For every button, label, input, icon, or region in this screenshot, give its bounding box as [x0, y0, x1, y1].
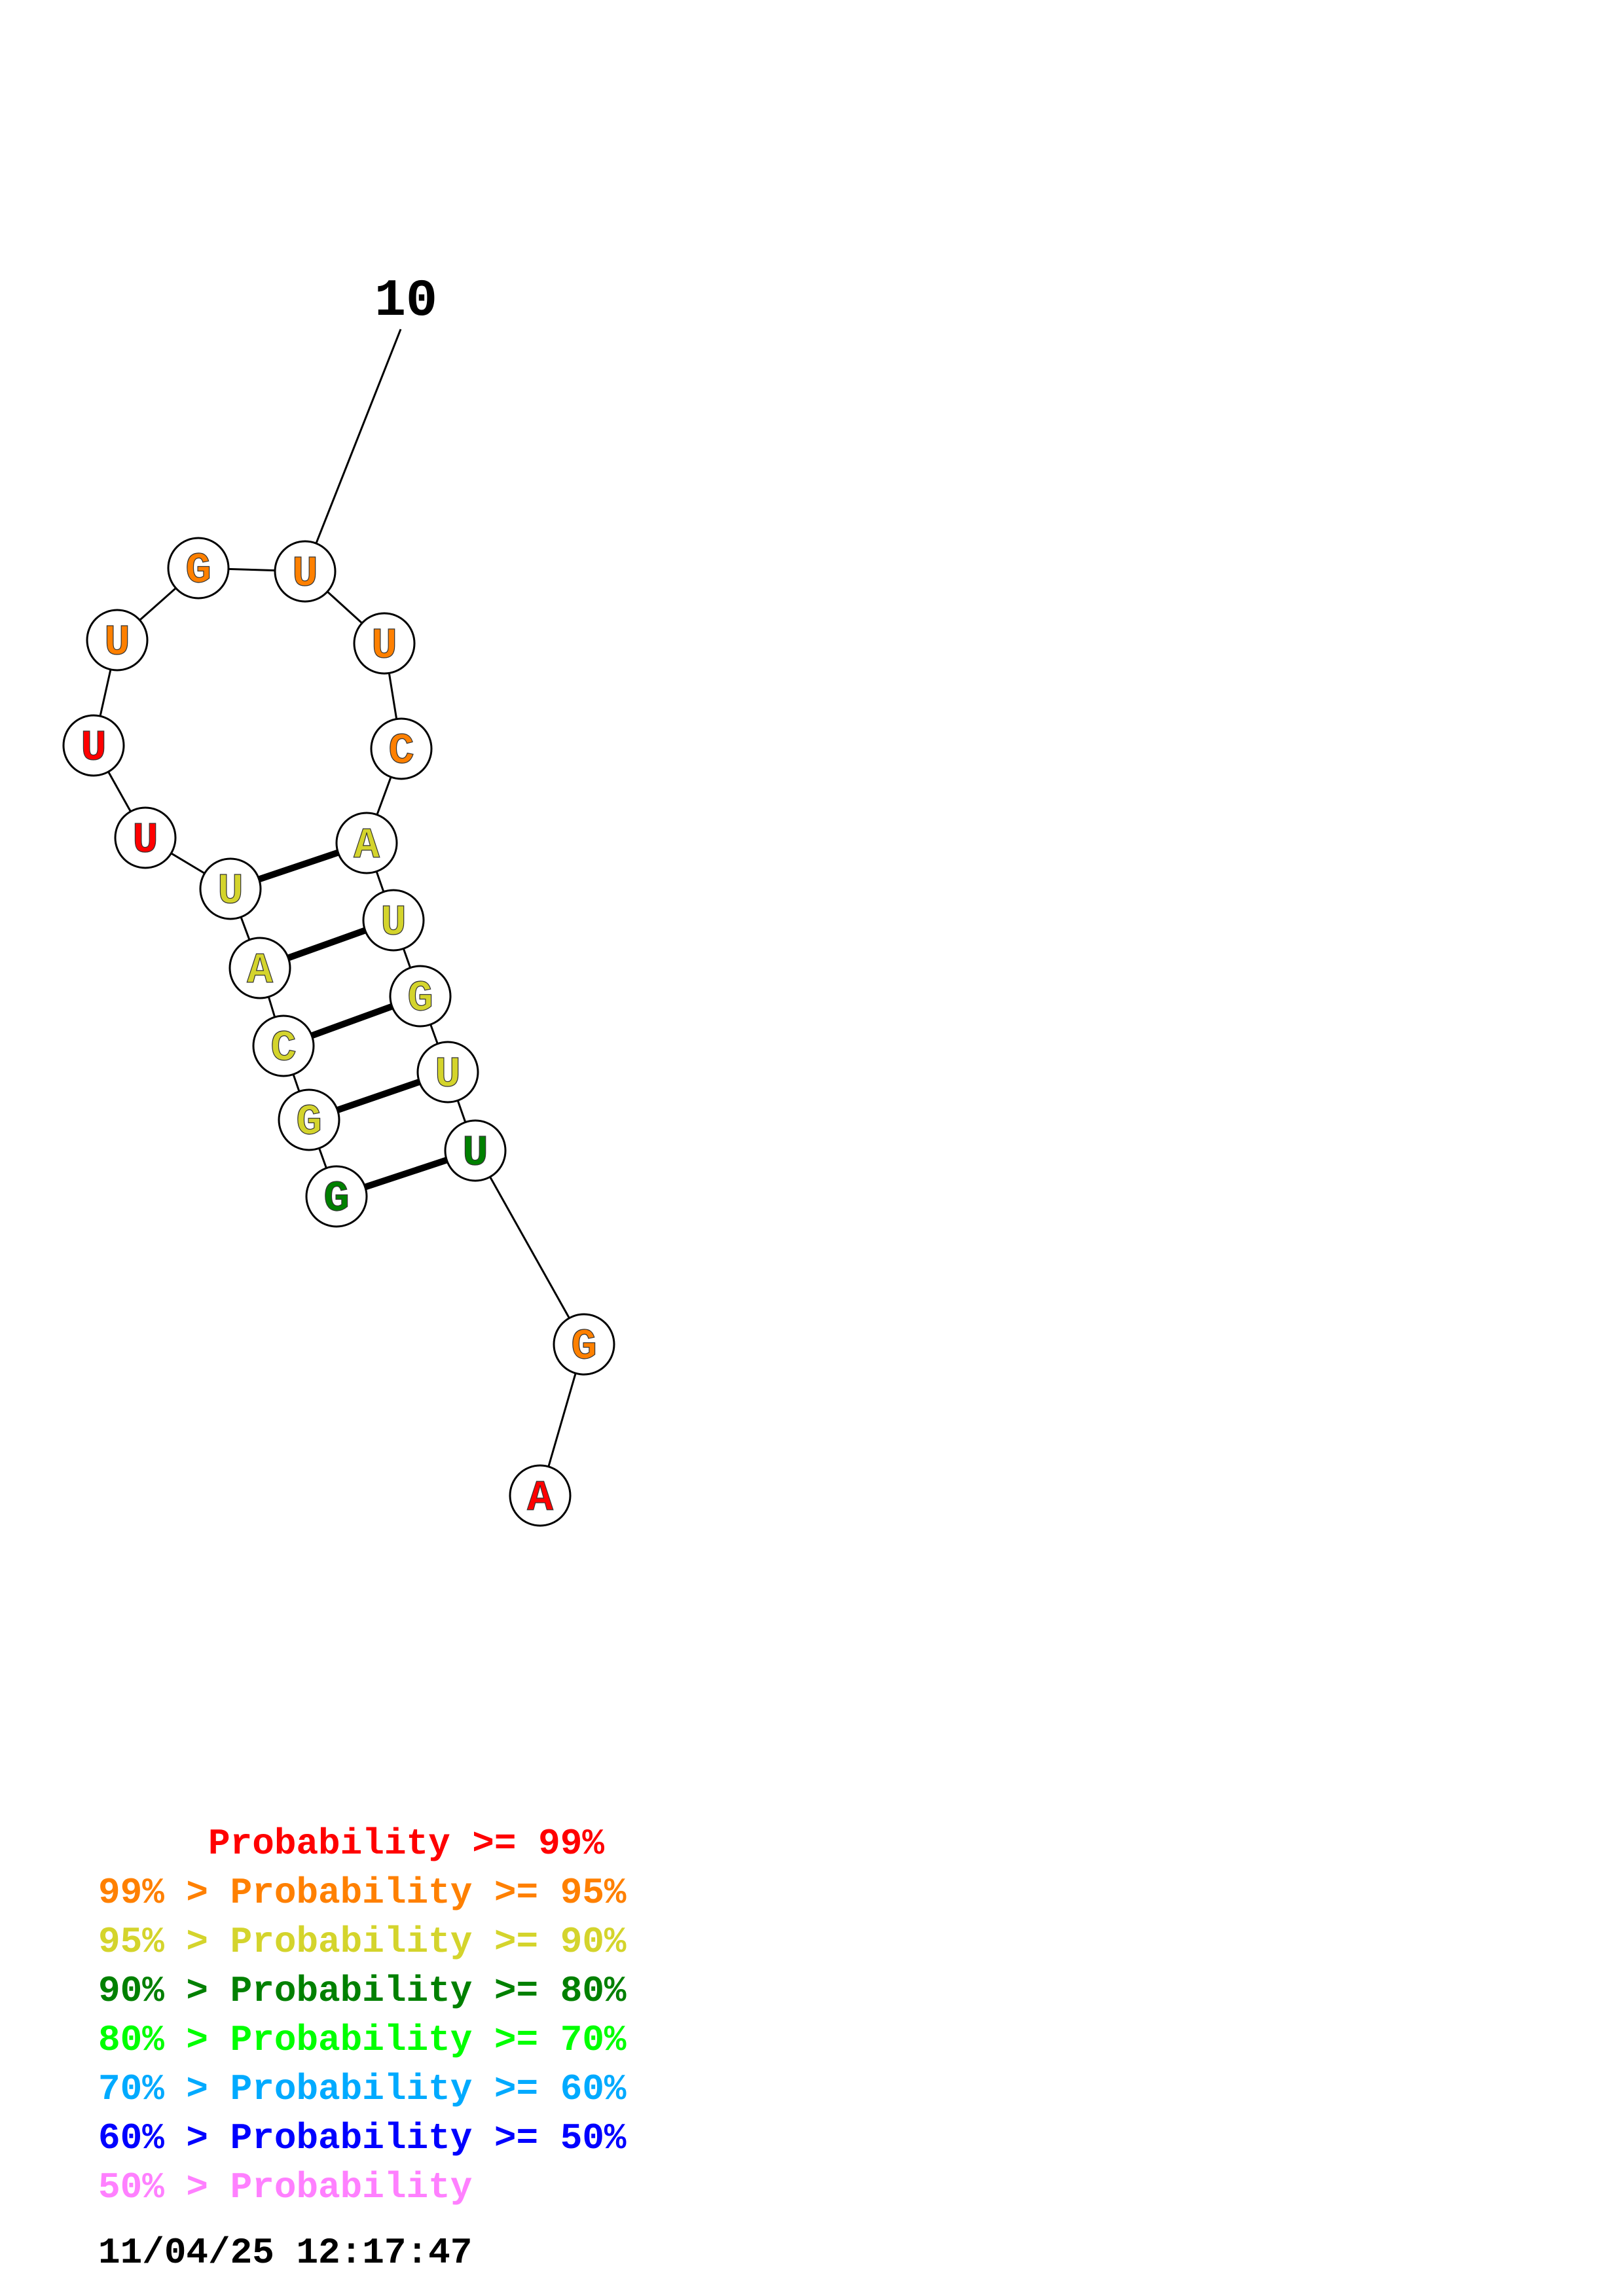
nucleotide-letter: G: [571, 1323, 597, 1372]
legend-entry: 70% > Probability >= 60%: [98, 2068, 627, 2110]
nucleotide-letter: U: [292, 550, 318, 599]
nucleotide-letter: A: [527, 1474, 553, 1523]
nucleotide-letter: U: [104, 619, 130, 668]
nucleotide-circle: [167, 537, 230, 600]
nucleotide-letter: G: [407, 975, 433, 1024]
nucleotide: U: [274, 540, 337, 603]
nucleotide-circle: [228, 937, 291, 999]
nucleotide-circle: [416, 1041, 479, 1103]
nucleotide-circle: [553, 1313, 615, 1376]
nucleotide-circle: [278, 1088, 340, 1151]
nucleotide-letter: U: [217, 867, 244, 916]
nucleotide: G: [305, 1165, 368, 1228]
nucleotide: G: [278, 1088, 340, 1151]
nucleotide: G: [389, 965, 452, 1028]
nucleotide-circle: [86, 609, 149, 672]
nucleotide-circle: [252, 1014, 315, 1077]
nucleotide: A: [509, 1464, 572, 1527]
nucleotide: C: [252, 1014, 315, 1077]
position-label-line: [304, 329, 402, 572]
nucleotide: U: [362, 889, 425, 952]
nucleotide: G: [553, 1313, 615, 1376]
nucleotide-circle: [389, 965, 452, 1028]
nucleotide-circle: [199, 857, 262, 920]
nucleotide: U: [353, 612, 416, 675]
position-label-10: 10: [374, 272, 437, 331]
nucleotide-circle: [335, 812, 398, 874]
base-pair-line: [336, 1079, 421, 1113]
nucleotide: U: [416, 1041, 479, 1103]
nucleotide-circle: [353, 612, 416, 675]
nucleotide: U: [86, 609, 149, 672]
nucleotide-letter: U: [371, 622, 397, 671]
nucleotide: C: [370, 717, 433, 780]
nucleotide: U: [62, 714, 125, 777]
nucleotide: A: [228, 937, 291, 999]
legend-entry: 80% > Probability >= 70%: [98, 2019, 627, 2061]
nucleotide: U: [199, 857, 262, 920]
nucleotide-circle: [444, 1119, 507, 1182]
nucleotide-circle: [370, 717, 433, 780]
nucleotide-letter: A: [354, 821, 380, 870]
nucleotide-letter: G: [323, 1175, 350, 1224]
nucleotide-letter: A: [247, 946, 273, 996]
legend-entry: 90% > Probability >= 80%: [98, 1970, 627, 2012]
nucleotide-letter: G: [185, 547, 211, 596]
nucleotide-letter: U: [132, 816, 158, 865]
legend-entry: Probability >= 99%: [98, 1823, 604, 1865]
nucleotide-letter: G: [296, 1098, 322, 1147]
nucleotide-circle: [509, 1464, 572, 1527]
nucleotide-circle: [305, 1165, 368, 1228]
nucleotide: G: [167, 537, 230, 600]
backbone-segment: [474, 1150, 585, 1345]
backbone: [92, 567, 585, 1496]
base-pairs: [258, 849, 448, 1191]
nucleotide: U: [444, 1119, 507, 1182]
nucleotide: A: [335, 812, 398, 874]
timestamp: 11/04/25 12:17:47: [98, 2232, 473, 2274]
nucleotide-circle: [274, 540, 337, 603]
base-pair-line: [364, 1157, 448, 1191]
legend-entry: 99% > Probability >= 95%: [98, 1872, 627, 1914]
legend-entry: 50% > Probability: [98, 2166, 473, 2208]
base-pair-line: [310, 1003, 393, 1039]
nucleotide-letter: C: [270, 1024, 297, 1073]
nucleotide-letter: U: [81, 724, 107, 773]
nucleotide-letter: U: [462, 1129, 488, 1178]
base-pair-line: [258, 849, 339, 883]
nucleotide-letter: U: [435, 1050, 461, 1100]
nucleotide-circle: [114, 806, 177, 869]
nucleotide-circle: [362, 889, 425, 952]
nucleotide-letter: U: [380, 899, 407, 948]
nucleotide-circle: [62, 714, 125, 777]
nucleotide-letter: C: [388, 727, 414, 776]
legend-entry: 95% > Probability >= 90%: [98, 1921, 627, 1963]
base-pair-line: [287, 927, 367, 961]
position-label-tick: [304, 329, 402, 572]
legend-entry: 60% > Probability >= 50%: [98, 2117, 627, 2159]
nucleotide: U: [114, 806, 177, 869]
